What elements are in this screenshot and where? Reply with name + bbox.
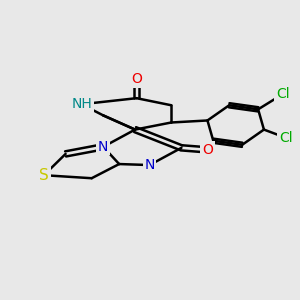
Text: O: O <box>202 143 213 157</box>
Text: NH: NH <box>71 97 92 111</box>
Text: Cl: Cl <box>276 87 290 101</box>
Text: Cl: Cl <box>279 131 292 145</box>
Text: O: O <box>131 72 142 86</box>
Text: N: N <box>144 158 155 172</box>
Text: N: N <box>98 140 108 154</box>
Text: S: S <box>39 168 49 183</box>
